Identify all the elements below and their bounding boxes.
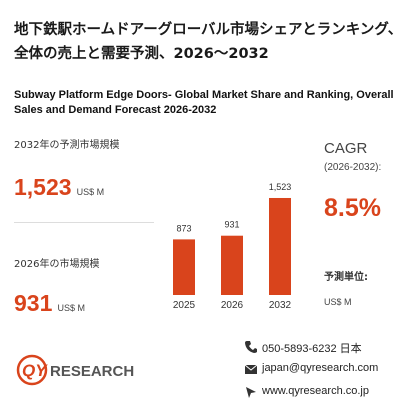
logo: QY RESEARCH [16, 354, 134, 386]
forecast-value: 1,523 [14, 174, 72, 200]
value-label: 931 [224, 220, 239, 230]
current-unit: US$ M [57, 303, 85, 313]
bar [221, 235, 243, 295]
forecast-label: 2032年の予測市場規模 [14, 140, 120, 151]
unit-label: 予測単位: [324, 272, 368, 283]
x-tick-label: 2026 [221, 300, 244, 311]
web-icon [246, 387, 256, 398]
cagr-period: (2026-2032): [324, 162, 382, 173]
email: japan@qyresearch.com [262, 362, 379, 374]
forecast-unit: US$ M [76, 187, 105, 197]
phone: 050-5893-6232 日本 [262, 343, 362, 355]
website: www.qyresearch.co.jp [262, 385, 369, 397]
logo-ring [16, 354, 48, 386]
x-tick-label: 2025 [173, 300, 196, 311]
divider [14, 222, 154, 223]
value-label: 873 [176, 223, 191, 233]
logo-qy: QY [22, 361, 48, 380]
x-tick-label: 2032 [269, 300, 292, 311]
unit-value: US$ M [324, 297, 352, 307]
title: 地下鉄駅ホームドアーグローバル市場シェアとランキング、全体の売上と需要予測、20… [14, 22, 403, 62]
current-label: 2026年の市場規模 [14, 259, 100, 270]
subtitle: Subway Platform Edge Doors- Global Marke… [14, 89, 394, 116]
cagr-value: 8.5% [324, 194, 381, 222]
phone-icon [245, 341, 257, 353]
mail-icon [244, 364, 258, 374]
bar-chart: 873 2025 931 2026 1,523 2032 [173, 182, 292, 311]
bar [269, 197, 291, 295]
current-value: 931 [14, 290, 53, 316]
logo-research: RESEARCH [50, 363, 134, 380]
bar [173, 239, 195, 295]
cagr-label: CAGR [324, 140, 368, 157]
value-label: 1,523 [269, 182, 292, 192]
